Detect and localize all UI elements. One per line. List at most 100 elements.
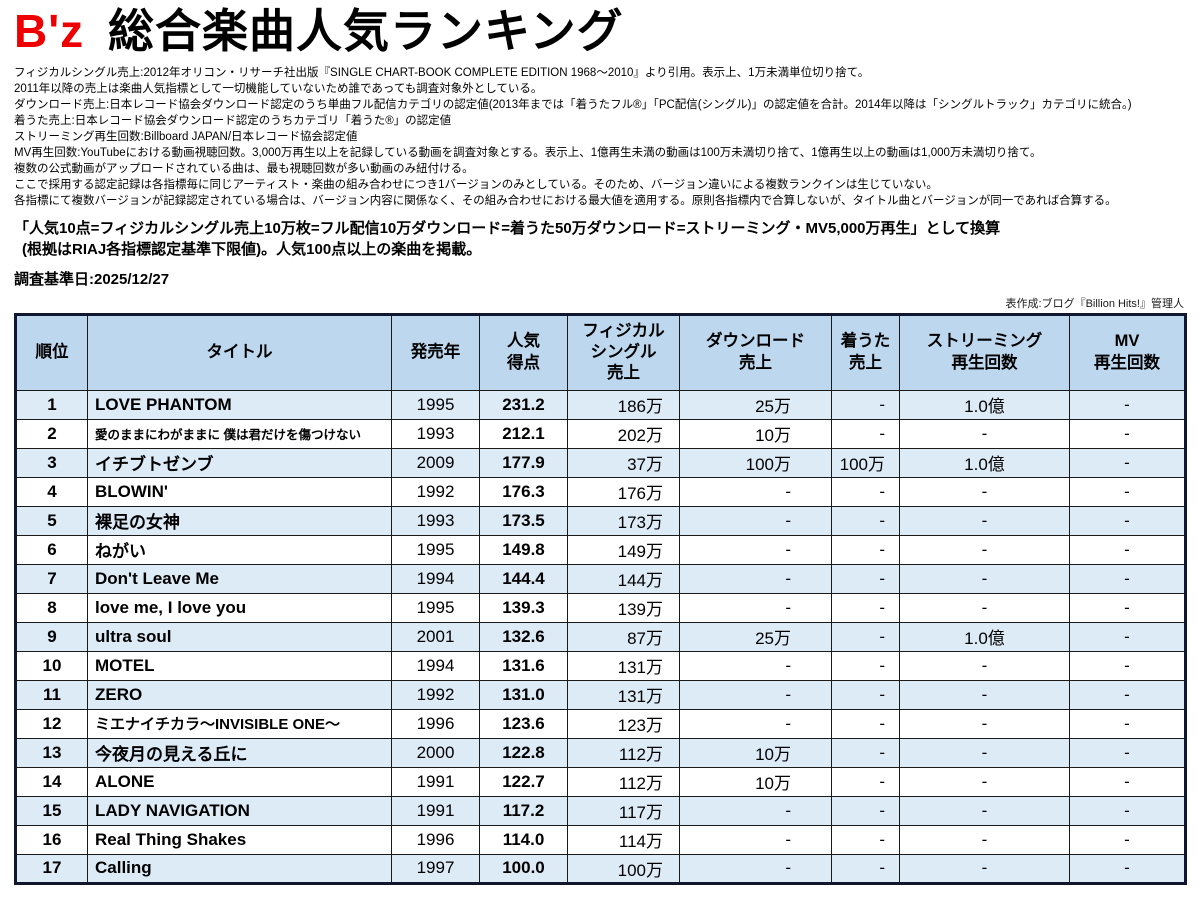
cell-mv: - <box>1069 476 1186 507</box>
table-row: 9 ultra soul 2001 132.6 87万 25万 -1.0億 - <box>15 621 1186 652</box>
cell-physical: 112万 <box>567 737 680 768</box>
table-row: 16 Real Thing Shakes 1996 114.0 114万 - - - - <box>15 824 1186 855</box>
column-header-year: 発売年 <box>391 313 480 391</box>
table-row: 15 LADY NAVIGATION 1991 117.2 117万 - - - - <box>15 795 1186 826</box>
column-header-title: タイトル <box>87 313 392 391</box>
cell-physical: 186万 <box>567 389 680 420</box>
cell-title: 愛のままにわがままに 僕は君だけを傷つけない <box>87 418 392 449</box>
cell-download: 25万 <box>679 389 832 420</box>
cell-score: 144.4 <box>479 563 568 594</box>
note-line: ここで採用する認定記録は各指標毎に同じアーティスト・楽曲の組み合わせにつき1バー… <box>14 178 938 191</box>
ranking-table: 順位 タイトル 発売年 人気 得点 フィジカル シングル 売上 ダウンロード 売上 着うた 売上 ストリ… <box>14 312 1187 885</box>
cell-streaming: 1.0億 <box>899 389 1070 420</box>
note-line: 複数の公式動画がアップロードされている曲は、最も視聴回数が多い動画のみ紐付ける。 <box>14 162 474 175</box>
cell-download: - <box>679 795 832 826</box>
cell-year: 1996 <box>391 824 480 855</box>
note-line: ダウンロード売上:日本レコード協会ダウンロード認定のうち単曲フル配信カテゴリの認… <box>14 98 1132 111</box>
page: B'z 総合楽曲人気ランキング フィジカルシングル売上:2012年オリコン・リサ… <box>14 5 1187 885</box>
cell-title: ultra soul <box>87 621 392 652</box>
table-row: 3 イチブトゼンブ 2009 177.9 37万 100万 100万 1.0億 - <box>15 447 1186 478</box>
cell-chakuuta: - <box>831 650 900 681</box>
cell-title: ミエナイチカラ〜INVISIBLE ONE〜 <box>87 708 392 739</box>
title-text: 総合楽曲人気ランキング <box>107 5 624 57</box>
table-row: 14 ALONE 1991 122.7 112万 10万 - - - <box>15 766 1186 797</box>
cell-rank: 5 <box>15 505 88 536</box>
column-header-score: 人気 得点 <box>479 313 568 391</box>
cell-score: 114.0 <box>479 824 568 855</box>
cell-mv: - <box>1069 766 1186 797</box>
cell-physical: 176万 <box>567 476 680 507</box>
cell-streaming: 1.0億 <box>899 447 1070 478</box>
cell-download: 100万 <box>679 447 832 478</box>
note-line: 着うた売上:日本レコード協会ダウンロード認定のうちカテゴリ「着うた®」の認定値 <box>14 114 452 127</box>
cell-year: 2009 <box>391 447 480 478</box>
cell-year: 2000 <box>391 737 480 768</box>
cell-title: MOTEL <box>87 650 392 681</box>
cell-chakuuta: - <box>831 389 900 420</box>
cell-mv: - <box>1069 563 1186 594</box>
cell-year: 1993 <box>391 505 480 536</box>
cell-download: 10万 <box>679 737 832 768</box>
cell-mv: - <box>1069 621 1186 652</box>
cell-title: Calling <box>87 853 392 884</box>
cell-year: 1994 <box>391 563 480 594</box>
cell-title: ZERO <box>87 679 392 710</box>
cell-download: 10万 <box>679 766 832 797</box>
cell-streaming: - <box>899 563 1070 594</box>
cell-streaming: - <box>899 679 1070 710</box>
cell-chakuuta: - <box>831 563 900 594</box>
cell-score: 132.6 <box>479 621 568 652</box>
cell-year: 1996 <box>391 708 480 739</box>
cell-rank: 11 <box>15 679 88 710</box>
cell-physical: 100万 <box>567 853 680 884</box>
cell-download: - <box>679 563 832 594</box>
cell-rank: 15 <box>15 795 88 826</box>
cell-score: 117.2 <box>479 795 568 826</box>
cell-chakuuta: - <box>831 853 900 884</box>
cell-year: 1991 <box>391 766 480 797</box>
note-line: ストリーミング再生回数:Billboard JAPAN/日本レコード協会認定値 <box>14 130 358 143</box>
cell-rank: 16 <box>15 824 88 855</box>
cell-year: 1994 <box>391 650 480 681</box>
cell-chakuuta: - <box>831 795 900 826</box>
table-row: 2 愛のままにわがままに 僕は君だけを傷つけない 1993 212.1 202万 10万 -… <box>15 418 1186 449</box>
cell-download: - <box>679 853 832 884</box>
cell-rank: 8 <box>15 592 88 623</box>
cell-year: 1991 <box>391 795 480 826</box>
cell-streaming: - <box>899 853 1070 884</box>
cell-download: - <box>679 592 832 623</box>
table-row: 17 Calling 1997 100.0 100万 - - - - <box>15 853 1186 884</box>
cell-rank: 2 <box>15 418 88 449</box>
cell-chakuuta: 100万 <box>831 447 900 478</box>
cell-score: 139.3 <box>479 592 568 623</box>
cell-title: Real Thing Shakes <box>87 824 392 855</box>
table-row: 4 BLOWIN' 1992 176.3 176万 - - - - <box>15 476 1186 507</box>
table-row: 5 裸足の女神 1993 173.5 173万 - - - - <box>15 505 1186 536</box>
cell-download: - <box>679 476 832 507</box>
cell-download: - <box>679 708 832 739</box>
cell-score: 122.7 <box>479 766 568 797</box>
cell-title: love me, I love you <box>87 592 392 623</box>
methodology-notes: フィジカルシングル売上:2012年オリコン・リサーチ社出版『SINGLE CHA… <box>14 65 1186 209</box>
table-row: 7 Don't Leave Me 1994 144.4 144万 - - - - <box>15 563 1186 594</box>
cell-physical: 87万 <box>567 621 680 652</box>
cell-physical: 112万 <box>567 766 680 797</box>
cell-mv: - <box>1069 592 1186 623</box>
cell-streaming: - <box>899 766 1070 797</box>
cell-physical: 202万 <box>567 418 680 449</box>
cell-score: 131.6 <box>479 650 568 681</box>
cell-title: BLOWIN' <box>87 476 392 507</box>
cell-rank: 12 <box>15 708 88 739</box>
cell-score: 212.1 <box>479 418 568 449</box>
note-line: 2011年以降の売上は楽曲人気指標として一切機能していないため誰であっても調査対… <box>14 82 543 95</box>
cell-title: LADY NAVIGATION <box>87 795 392 826</box>
cell-physical: 173万 <box>567 505 680 536</box>
table-header-row: 順位 タイトル 発売年 人気 得点 フィジカル シングル 売上 ダウンロード 売上 着うた 売上 ストリ… <box>15 313 1186 391</box>
cell-chakuuta: - <box>831 505 900 536</box>
cell-chakuuta: - <box>831 766 900 797</box>
cell-download: - <box>679 650 832 681</box>
cell-mv: - <box>1069 708 1186 739</box>
cell-title: Don't Leave Me <box>87 563 392 594</box>
cell-chakuuta: - <box>831 476 900 507</box>
table-row: 6 ねがい 1995 149.8 149万 - - - - <box>15 534 1186 565</box>
